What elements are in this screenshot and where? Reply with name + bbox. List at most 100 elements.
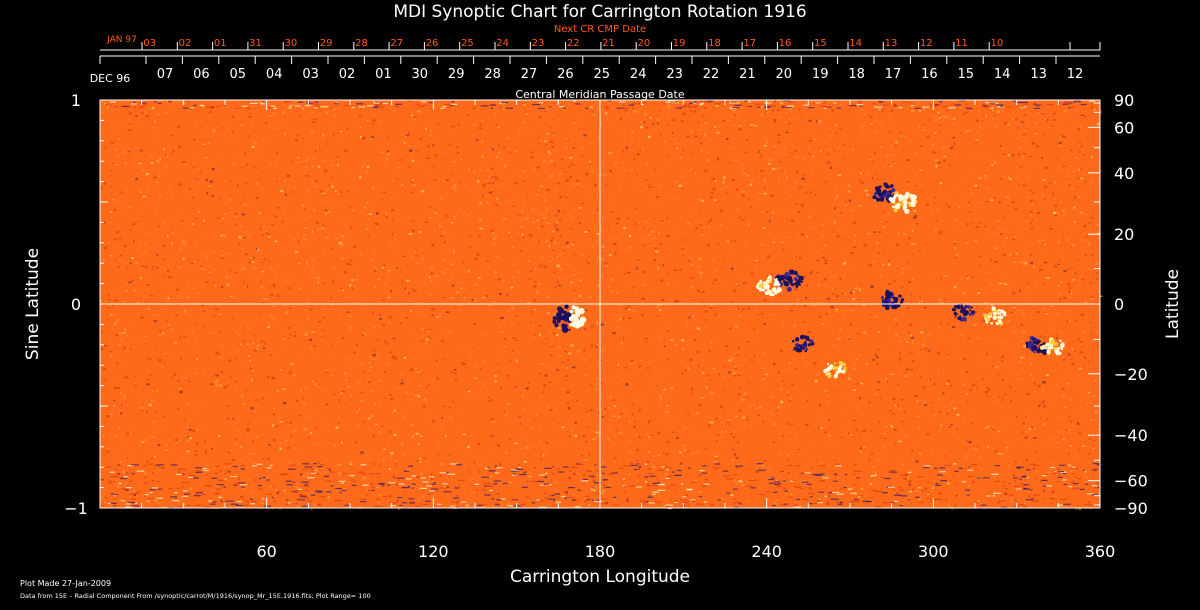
field-speck	[1083, 266, 1085, 268]
field-speck	[552, 332, 556, 335]
field-speck	[996, 228, 1000, 230]
field-speck	[1085, 299, 1087, 301]
field-speck	[915, 460, 919, 463]
field-speck	[1062, 438, 1065, 440]
field-speck	[710, 503, 715, 506]
field-speck	[177, 500, 181, 503]
field-speck	[622, 150, 624, 153]
field-speck	[815, 271, 819, 273]
field-speck	[1025, 176, 1029, 179]
field-speck	[382, 458, 384, 462]
field-speck	[406, 263, 408, 266]
field-speck	[792, 486, 796, 489]
field-speck	[1078, 150, 1081, 153]
field-speck	[393, 237, 397, 241]
field-speck	[643, 120, 646, 124]
field-speck	[690, 285, 694, 288]
field-speck	[228, 199, 232, 201]
field-speck	[321, 227, 325, 230]
field-speck	[503, 350, 506, 352]
field-speck	[259, 280, 262, 283]
field-speck	[745, 318, 747, 321]
field-speck	[1068, 309, 1072, 312]
field-speck	[725, 285, 728, 288]
field-speck	[516, 133, 520, 136]
field-speck	[618, 362, 621, 365]
field-speck	[145, 295, 148, 298]
field-speck	[890, 165, 893, 167]
field-speck	[438, 389, 442, 391]
field-speck	[183, 163, 187, 166]
field-speck	[629, 234, 632, 238]
field-speck	[338, 241, 342, 245]
field-speck	[223, 503, 225, 506]
field-speck	[450, 247, 455, 250]
field-speck	[673, 269, 678, 271]
field-speck	[1029, 489, 1033, 491]
field-speck	[896, 323, 898, 326]
field-speck	[118, 463, 120, 466]
field-speck	[970, 129, 972, 132]
field-speck	[1079, 141, 1081, 144]
field-speck	[1091, 253, 1093, 257]
field-speck	[549, 502, 552, 504]
field-speck	[326, 112, 328, 115]
field-speck	[675, 226, 679, 228]
field-speck	[141, 407, 145, 410]
field-speck	[257, 492, 260, 495]
field-speck	[181, 499, 184, 503]
field-speck	[987, 446, 990, 448]
field-speck	[938, 411, 942, 413]
field-speck	[556, 221, 560, 224]
field-speck	[707, 424, 711, 427]
field-speck	[938, 124, 942, 126]
field-speck	[214, 493, 218, 495]
field-speck	[175, 397, 179, 399]
field-speck	[226, 127, 229, 130]
field-speck	[196, 428, 199, 431]
field-speck	[979, 255, 982, 258]
field-speck	[657, 399, 661, 403]
field-speck	[929, 378, 931, 381]
field-speck	[109, 252, 111, 254]
field-speck	[605, 106, 609, 110]
field-speck	[665, 410, 669, 412]
field-speck	[627, 206, 629, 210]
field-speck	[485, 294, 488, 297]
field-speck	[1052, 192, 1055, 196]
field-speck	[639, 393, 641, 397]
field-speck	[617, 457, 620, 460]
field-speck	[673, 466, 677, 468]
field-speck	[687, 367, 690, 370]
field-speck	[945, 110, 949, 112]
field-speck	[806, 284, 808, 287]
field-speck	[851, 490, 854, 492]
field-speck	[522, 121, 526, 123]
field-speck	[713, 199, 717, 201]
field-speck	[463, 463, 466, 466]
field-speck	[414, 394, 418, 397]
field-speck	[786, 471, 788, 474]
field-speck	[454, 372, 457, 375]
field-speck	[431, 108, 435, 111]
field-speck	[272, 413, 275, 416]
cmp-date-label: 28	[484, 67, 501, 82]
field-speck	[585, 440, 588, 443]
field-speck	[290, 363, 294, 365]
field-speck	[548, 475, 550, 478]
field-speck	[751, 478, 755, 480]
field-speck	[564, 196, 568, 198]
field-speck	[923, 158, 927, 160]
field-speck	[182, 239, 185, 242]
field-speck	[282, 429, 285, 432]
field-speck	[1078, 484, 1080, 487]
field-speck	[458, 476, 460, 479]
field-speck	[397, 167, 401, 169]
field-speck	[131, 257, 135, 259]
field-speck	[960, 358, 964, 361]
field-speck	[431, 272, 434, 275]
field-speck	[731, 449, 735, 451]
field-speck	[994, 110, 997, 112]
field-speck	[155, 312, 158, 314]
field-speck	[826, 114, 829, 116]
